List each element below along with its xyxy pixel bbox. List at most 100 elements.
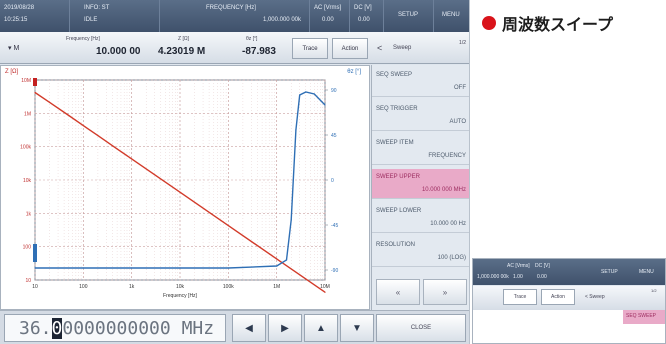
inset-status-bar: AC [Vrms] DC [V] 1,000.000 00k 1.00 0.00… xyxy=(473,259,665,285)
increment-button[interactable]: ▲ xyxy=(304,314,338,342)
trace-label-z: Z [Ω] xyxy=(5,69,19,75)
menu-item-value: AUTO xyxy=(449,119,466,125)
next-page-button[interactable]: » xyxy=(423,279,467,305)
dc-value: 0.00 xyxy=(358,17,370,23)
frequency-label: FREQUENCY [Hz] xyxy=(206,5,256,11)
menu-item-value: FREQUENCY xyxy=(428,153,466,159)
ac-cell[interactable]: AC [Vrms] 0.00 xyxy=(310,0,350,32)
menu-item-title: SEQ TRIGGER xyxy=(376,106,418,112)
menu-item-title: SEQ SWEEP xyxy=(376,72,413,78)
prev-page-button[interactable]: « xyxy=(376,279,420,305)
menu-back-button[interactable]: < xyxy=(377,43,383,53)
inset-screenshot: AC [Vrms] DC [V] 1,000.000 00k 1.00 0.00… xyxy=(472,258,666,344)
parameter-bar: ▾ M Frequency [Hz] 10.000 00 Z [Ω] 4.230… xyxy=(0,32,469,64)
x-axis-label: Frequency [Hz] xyxy=(163,293,198,299)
menu-item-seq-trigger[interactable]: SEQ TRIGGER AUTO xyxy=(372,101,469,131)
date-text: 2019/08/28 xyxy=(4,5,35,11)
series-point xyxy=(179,267,181,269)
info-label: INFO: ST xyxy=(84,5,110,11)
menu-label: MENU xyxy=(442,12,460,18)
series-point xyxy=(324,291,326,293)
series-point xyxy=(131,158,133,160)
y-left-tick-label: 100 xyxy=(23,245,32,251)
inset-page: 1/2 xyxy=(651,288,657,293)
frequency-cell[interactable]: FREQUENCY [Hz] 1,000.000 00k xyxy=(160,0,310,32)
menu-item-sweep-lower[interactable]: SWEEP LOWER 10.000 00 Hz xyxy=(372,203,469,233)
menu-item-sweep-upper[interactable]: SWEEP UPPER 10.000 000 MHz xyxy=(372,169,469,199)
series-point xyxy=(285,259,288,261)
series-point xyxy=(324,104,326,106)
frequency-entry-field[interactable]: 36.00000000000 MHz xyxy=(4,314,226,342)
series-point xyxy=(82,267,84,269)
inset-sweep-title: < Sweep xyxy=(585,294,605,300)
menu-header: < Sweep 1/2 xyxy=(371,38,469,60)
series-point xyxy=(97,134,99,137)
info-cell: INFO: ST IDLE xyxy=(70,0,160,32)
caption-text: 周波数スイープ xyxy=(502,15,614,34)
series-point xyxy=(116,148,118,150)
series-point xyxy=(295,129,297,131)
info-state: IDLE xyxy=(84,17,98,23)
trace-button[interactable]: Trace xyxy=(292,38,328,59)
x-tick-label: 10k xyxy=(176,284,185,290)
series-point xyxy=(299,94,301,96)
chart-panel: Z [Ω] θz [°] 10 100 1k 10k 100k 1M 10M 10M 1M 100… xyxy=(0,65,370,310)
y-left-tick-label: 10k xyxy=(23,178,32,184)
inset-setup-label: SETUP xyxy=(601,269,618,275)
series-point xyxy=(34,267,36,269)
inset-ac-value: 1.00 xyxy=(513,274,523,280)
setup-button[interactable]: SETUP xyxy=(384,0,434,32)
series-point xyxy=(68,114,70,117)
decrement-button[interactable]: ▼ xyxy=(340,314,374,342)
status-bar: 2019/08/28 10:25:15 INFO: ST IDLE FREQUE… xyxy=(0,0,469,32)
trace-label-theta: θz [°] xyxy=(347,69,361,75)
series-point xyxy=(276,265,278,267)
inset-action-button: Action xyxy=(541,289,575,305)
entry-bar: 36.00000000000 MHz ◀ ▶ ▲ ▼ CLOSE xyxy=(0,310,469,344)
frequency-value: 1,000.000 00k xyxy=(262,17,301,23)
theta-param-value: -87.983 xyxy=(242,46,276,57)
menu-item-title: SWEEP LOWER xyxy=(376,208,422,214)
y-left-tick-label: 10 xyxy=(25,278,31,284)
menu-page: 1/2 xyxy=(459,40,466,46)
marker-theta-handle xyxy=(33,244,37,262)
sweep-chart: 10 100 1k 10k 100k 1M 10M 10M 1M 100k 10k 1k 100 10 90… xyxy=(20,78,338,299)
menu-item-resolution[interactable]: RESOLUTION 100 (LOG) xyxy=(372,237,469,267)
inset-frequency-value: 1,000.000 00k xyxy=(477,274,509,280)
menu-item-value: 10.000 000 MHz xyxy=(421,187,466,193)
inset-trace-button: Trace xyxy=(503,289,537,305)
entry-prefix: 36. xyxy=(19,318,52,339)
inset-menu-label: MENU xyxy=(639,269,654,275)
y-right-tick-label: -90 xyxy=(331,268,338,274)
series-point xyxy=(290,219,292,221)
ac-value: 0.00 xyxy=(322,17,334,23)
mode-select[interactable]: ▾ M xyxy=(8,45,20,52)
cursor-right-button[interactable]: ▶ xyxy=(268,314,302,342)
menu-item-title: SWEEP UPPER xyxy=(376,174,420,180)
z-param-value: 4.23019 M xyxy=(158,46,206,57)
close-button[interactable]: CLOSE xyxy=(376,314,466,342)
y-left-tick-label: 1k xyxy=(26,211,32,217)
series-point xyxy=(34,91,36,94)
datetime-cell: 2019/08/28 10:25:15 xyxy=(0,0,70,32)
series-point xyxy=(313,93,315,95)
dc-cell[interactable]: DC [V] 0.00 xyxy=(350,0,384,32)
menu-item-sweep-item[interactable]: SWEEP ITEM FREQUENCY xyxy=(372,135,469,165)
y-left-tick-label: 1M xyxy=(24,111,31,117)
series-point xyxy=(227,267,229,269)
y-right-tick-label: 90 xyxy=(331,88,337,94)
x-tick-label: 10M xyxy=(320,284,330,290)
menu-item-seq-sweep[interactable]: SEQ SWEEP OFF xyxy=(372,67,469,97)
entry-cursor: 0 xyxy=(51,318,63,339)
cursor-left-button[interactable]: ◀ xyxy=(232,314,266,342)
series-point xyxy=(276,258,278,260)
x-tick-label: 1M xyxy=(273,284,280,290)
caption: 周波数スイープ xyxy=(482,10,613,36)
action-button[interactable]: Action xyxy=(332,38,368,59)
menu-button[interactable]: MENU xyxy=(434,0,469,32)
menu-item-value: OFF xyxy=(454,85,466,91)
frequency-param-value: 10.000 00 xyxy=(96,46,141,57)
x-tick-label: 100 xyxy=(79,284,88,290)
y-right-tick-label: 0 xyxy=(331,178,334,184)
